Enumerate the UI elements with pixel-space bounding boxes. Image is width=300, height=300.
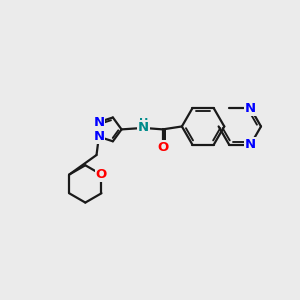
Text: N: N: [93, 130, 104, 143]
Text: O: O: [157, 141, 168, 154]
Text: N: N: [245, 102, 256, 115]
Text: O: O: [96, 168, 107, 181]
Text: N: N: [93, 116, 104, 128]
Text: H: H: [139, 118, 148, 128]
Text: N: N: [138, 122, 149, 134]
Text: N: N: [245, 138, 256, 151]
